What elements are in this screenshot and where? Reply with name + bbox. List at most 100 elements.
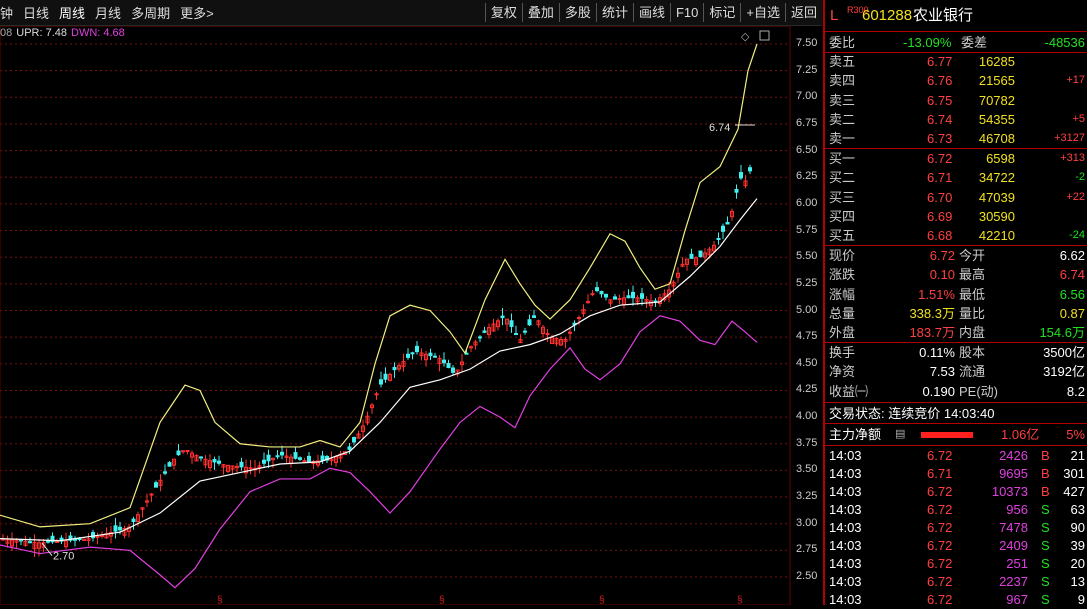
candle-body <box>397 365 401 370</box>
volume-change: +22 <box>1066 190 1085 203</box>
event-marker-icon[interactable]: § <box>737 595 743 605</box>
tool-button[interactable]: 叠加 <box>521 3 559 22</box>
candle-body <box>221 464 226 468</box>
candle-body <box>482 330 487 333</box>
plot-frame <box>0 26 791 605</box>
order-book-row: 卖五 6.77 16285 <box>829 54 1015 69</box>
y-tick-label: 5.00 <box>796 303 818 316</box>
y-tick-label: 3.25 <box>796 490 818 503</box>
candle-body <box>532 315 536 318</box>
main-flow-pct: 5% <box>1066 427 1085 442</box>
order-book-row: 买三 6.70 47039 +22 <box>829 189 1085 205</box>
candle-body <box>208 460 212 469</box>
candle-body <box>469 346 473 349</box>
list-icon[interactable]: ▤ <box>895 428 906 440</box>
candle-body <box>32 541 37 550</box>
volume-change: +3127 <box>1054 132 1085 145</box>
volume-change: +313 <box>1060 152 1085 164</box>
tool-button[interactable]: 多股 <box>558 3 596 22</box>
candle-body <box>748 167 752 172</box>
tool-button[interactable]: 标记 <box>703 3 740 22</box>
period-tab[interactable]: 钟 <box>0 6 14 21</box>
candle-body <box>307 455 311 463</box>
tool-button[interactable]: 统计 <box>595 3 633 22</box>
candle-body <box>712 244 716 252</box>
y-tick-label: 7.25 <box>796 63 818 76</box>
candle-body <box>743 180 748 187</box>
price: 6.74 <box>927 111 953 127</box>
candlestick-chart[interactable]: 6.74 2.70 § § § § ◇ <box>0 26 822 605</box>
candle-body <box>365 415 370 424</box>
period-tab[interactable]: 日线 <box>23 6 50 21</box>
candle-body <box>176 450 181 456</box>
diamond-icon[interactable]: ◇ <box>741 31 750 43</box>
candle-body <box>406 353 410 358</box>
tool-button[interactable]: 返回 <box>784 3 822 22</box>
y-tick-label: 7.00 <box>796 90 818 103</box>
candle-body <box>545 333 550 336</box>
candle-body <box>244 466 248 474</box>
candle-body <box>590 293 595 296</box>
candle-body <box>626 295 631 299</box>
candle-body <box>415 345 419 353</box>
candle-body <box>401 360 406 367</box>
lower-band-line <box>0 315 758 589</box>
tool-button[interactable]: 复权 <box>484 3 522 22</box>
event-marker-icon[interactable]: § <box>439 595 445 605</box>
candle-body <box>226 464 230 472</box>
candle-body <box>410 352 415 355</box>
main-flow-row[interactable]: 主力净额 ▤ 1.06亿 5% <box>829 427 1085 442</box>
y-tick-label: 5.75 <box>796 223 818 236</box>
candle-body <box>703 252 707 258</box>
chart-toolbar: 钟日线 周线 月线 多周期 更多> 复权 叠加 多股 统计 画线 F10 标记 +自选 返回 <box>0 0 822 26</box>
dwn-value: DWN: 4.68 <box>71 27 125 39</box>
candle-body <box>122 528 127 536</box>
candle-body <box>203 458 208 466</box>
event-marker-icon[interactable]: § <box>599 595 605 605</box>
price: 6.72 <box>927 151 953 166</box>
tool-button[interactable]: 画线 <box>632 3 670 22</box>
candle-body <box>140 507 145 510</box>
candle-body <box>383 373 388 380</box>
period-tab[interactable]: 月线 <box>95 6 122 21</box>
tick-row: 14:03 6.72 10373 B 427 <box>829 484 1085 499</box>
indicator-legend: 08 UPR: 7.48 DWN: 4.68 <box>0 27 125 39</box>
weicha-value: -48536 <box>1044 35 1085 50</box>
event-marker-icon[interactable]: § <box>217 595 223 605</box>
candle-body <box>185 450 190 453</box>
tick-row: 14:03 6.72 7478 S 90 <box>829 520 1085 535</box>
volume-change: -2 <box>1075 171 1085 184</box>
tool-buttons: 复权 叠加 多股 统计 画线 F10 标记 +自选 返回 <box>484 3 822 22</box>
candle-body <box>581 309 586 314</box>
period-tab[interactable]: 周线 <box>59 6 86 21</box>
candle-body <box>320 455 325 462</box>
candle-body <box>131 518 136 523</box>
upr-value: UPR: 7.48 <box>16 27 67 39</box>
tool-button[interactable]: +自选 <box>740 3 785 22</box>
market-tag: L <box>830 7 839 24</box>
candle-body <box>163 471 167 474</box>
candle-body <box>460 361 464 366</box>
y-tick-label: 6.50 <box>796 143 818 156</box>
period-tab[interactable]: 多周期 <box>131 6 171 21</box>
volume-change: +17 <box>1066 74 1085 87</box>
y-tick-label: 6.75 <box>796 116 818 129</box>
candle-body <box>514 333 518 336</box>
period-tab[interactable]: 更多> <box>180 6 214 21</box>
candle-body <box>55 540 59 543</box>
stat-row: 换手 0.11% 股本 3500亿 <box>829 345 1085 360</box>
tool-button[interactable]: F10 <box>669 3 703 22</box>
stat-row: 涨幅 1.51% 最低 6.56 <box>829 286 1085 302</box>
candle-body <box>352 436 356 443</box>
candle-body <box>86 538 91 542</box>
volume: 6598 <box>986 151 1015 166</box>
candle-body <box>190 452 194 458</box>
indicator-prefix: 08 <box>0 27 13 39</box>
candle-body <box>631 291 635 299</box>
window-toggle-icon[interactable] <box>759 30 770 41</box>
order-book-row: 卖四 6.76 21565 +17 <box>829 73 1085 89</box>
candle-body <box>685 258 689 265</box>
tick-row: 14:03 6.72 2426 B 21 <box>829 448 1085 463</box>
candle-body <box>302 460 307 463</box>
y-tick-label: 5.50 <box>796 250 818 263</box>
